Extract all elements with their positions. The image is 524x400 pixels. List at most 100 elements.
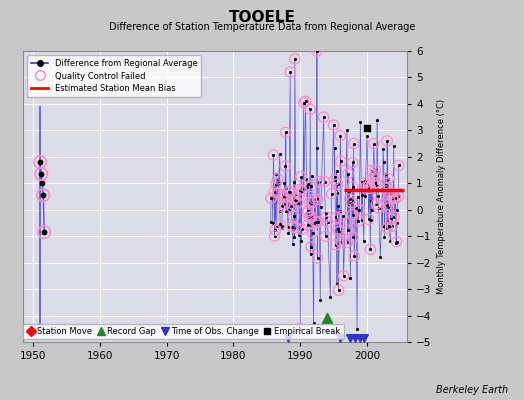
Point (309, 320, 318, 327)
Point (388, 223, 397, 229)
Point (333, 168, 341, 174)
Point (310, 196, 319, 202)
Point (358, 179, 366, 185)
Point (395, 193, 403, 199)
Point (389, 195, 397, 201)
Point (379, 159, 388, 165)
Point (320, 178, 329, 185)
Point (372, 201, 380, 207)
Text: TOOELE: TOOELE (228, 10, 296, 25)
Point (337, 158, 345, 164)
Point (387, 190, 395, 197)
Point (336, 132, 344, 139)
Point (343, 239, 352, 246)
Point (365, 182, 374, 188)
Point (381, 180, 390, 187)
Point (36, 159, 45, 165)
Point (280, 194, 288, 200)
Point (345, 196, 354, 202)
Point (390, 214, 398, 220)
Point (336, 132, 344, 139)
Point (322, 214, 331, 220)
Point (326, 294, 334, 300)
Point (369, 140, 378, 147)
Point (373, 183, 381, 190)
Point (308, 230, 316, 236)
Point (308, 200, 316, 206)
Point (307, 183, 315, 190)
Point (383, 202, 391, 208)
Point (349, 234, 357, 240)
Point (271, 184, 279, 190)
Point (383, 202, 391, 208)
Point (296, 186, 304, 193)
Point (269, 152, 278, 158)
Point (278, 203, 287, 210)
Point (307, 244, 315, 250)
Point (312, 144, 321, 151)
Point (372, 180, 380, 186)
Point (370, 172, 379, 178)
Point (293, 200, 302, 206)
Point (386, 238, 395, 245)
Point (308, 200, 316, 206)
Point (387, 216, 396, 222)
Point (320, 114, 328, 120)
Point (361, 180, 369, 186)
Point (385, 223, 393, 230)
Point (348, 198, 357, 205)
Point (286, 189, 294, 195)
Point (296, 326, 304, 332)
Point (305, 199, 314, 206)
Point (358, 192, 367, 198)
Point (270, 233, 279, 239)
Point (320, 178, 329, 185)
Point (303, 210, 311, 216)
Point (392, 207, 401, 213)
Point (281, 129, 290, 136)
Point (37, 171, 46, 177)
Point (384, 176, 392, 182)
Point (368, 187, 376, 193)
Point (302, 184, 311, 190)
Point (285, 207, 293, 214)
Point (363, 132, 371, 139)
Point (323, 315, 331, 321)
Point (322, 214, 331, 220)
Point (310, 196, 319, 202)
Point (344, 170, 352, 177)
Text: Difference of Station Temperature Data from Regional Average: Difference of Station Temperature Data f… (109, 22, 415, 32)
Point (387, 190, 395, 197)
Point (313, 48, 321, 54)
Point (372, 167, 380, 173)
Point (295, 232, 303, 238)
Point (322, 233, 330, 239)
Point (381, 180, 390, 187)
Point (369, 140, 378, 147)
Point (388, 223, 397, 229)
Point (353, 326, 361, 332)
Point (281, 201, 289, 207)
Point (339, 213, 347, 219)
Point (271, 227, 280, 234)
Point (284, 230, 292, 236)
Point (274, 190, 282, 197)
Point (348, 212, 357, 218)
Point (354, 194, 362, 200)
Point (391, 195, 400, 202)
Point (344, 201, 352, 207)
Point (298, 188, 306, 194)
Point (334, 287, 343, 293)
Point (335, 228, 343, 235)
Point (307, 251, 315, 257)
Point (313, 255, 322, 261)
Point (285, 188, 293, 195)
Point (274, 176, 282, 182)
Point (350, 140, 358, 147)
Point (290, 213, 298, 220)
Point (282, 185, 290, 191)
Point (304, 208, 312, 214)
Legend: Station Move, Record Gap, Time of Obs. Change, Empirical Break: Station Move, Record Gap, Time of Obs. C… (23, 324, 344, 339)
Point (290, 196, 299, 202)
Point (334, 226, 342, 232)
